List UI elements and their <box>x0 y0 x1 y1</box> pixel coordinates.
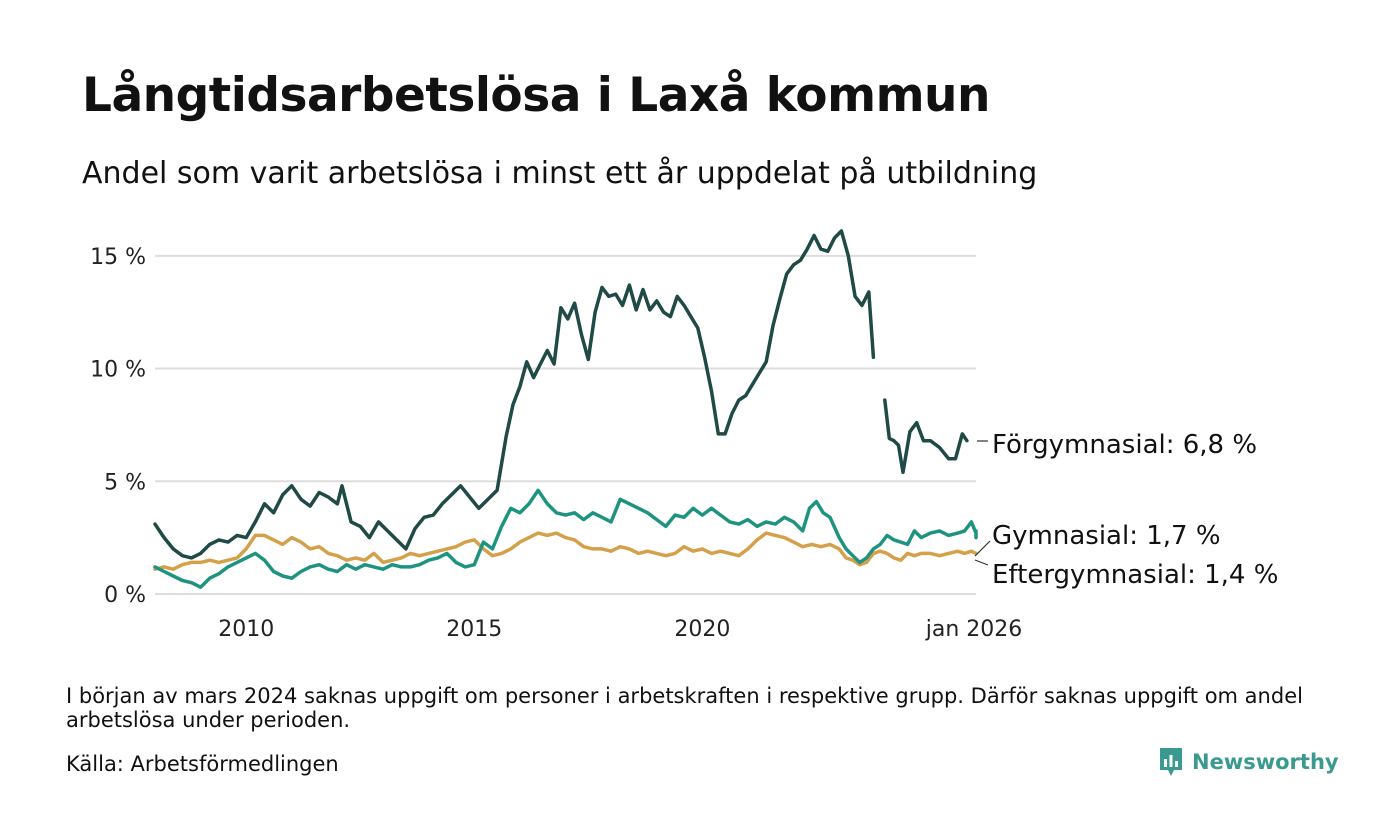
y-axis: 0 % 5 % 10 % 15 % <box>90 245 146 608</box>
series-line-gymnasial <box>153 488 978 589</box>
label-leader-line <box>974 559 989 566</box>
series-line-förgymnasial <box>153 229 969 560</box>
x-axis: 2010 2015 2020 jan 2026 <box>218 617 1022 642</box>
series-line-eftergymnasial <box>153 531 978 571</box>
y-tick-label: 15 % <box>90 245 146 270</box>
x-tick-label: jan 2026 <box>925 617 1023 642</box>
x-tick-label: 2015 <box>446 617 502 642</box>
series-lines <box>153 229 978 589</box>
y-tick-label: 0 % <box>104 583 146 608</box>
brand-name: Newsworthy <box>1192 750 1339 774</box>
label-leader-line <box>974 540 991 557</box>
y-tick-label: 5 % <box>104 470 146 495</box>
series-label-gymnasial: Gymnasial: 1,7 % <box>992 521 1221 551</box>
gridlines <box>155 254 976 595</box>
y-tick-label: 10 % <box>90 358 146 383</box>
source-text: Källa: Arbetsförmedlingen <box>66 752 339 776</box>
chart-subtitle: Andel som varit arbetslösa i minst ett å… <box>82 156 1038 191</box>
series-label-förgymnasial: Förgymnasial: 6,8 % <box>992 430 1257 460</box>
series-labels: Förgymnasial: 6,8 % Gymnasial: 1,7 % Efter… <box>974 430 1278 590</box>
newsworthy-logo-icon <box>1160 748 1182 776</box>
x-tick-label: 2020 <box>674 617 730 642</box>
series-label-eftergymnasial: Eftergymnasial: 1,4 % <box>992 560 1278 590</box>
chart-title: Långtidsarbetslösa i Laxå kommun <box>82 68 990 123</box>
line-chart: 0 % 5 % 10 % 15 % 2010 2015 2020 jan 2026 Förg… <box>90 229 1278 642</box>
brand-logo: Newsworthy <box>1158 746 1339 778</box>
x-tick-label: 2010 <box>218 617 274 642</box>
footnote: I början av mars 2024 saknas uppgift om … <box>66 684 1303 732</box>
